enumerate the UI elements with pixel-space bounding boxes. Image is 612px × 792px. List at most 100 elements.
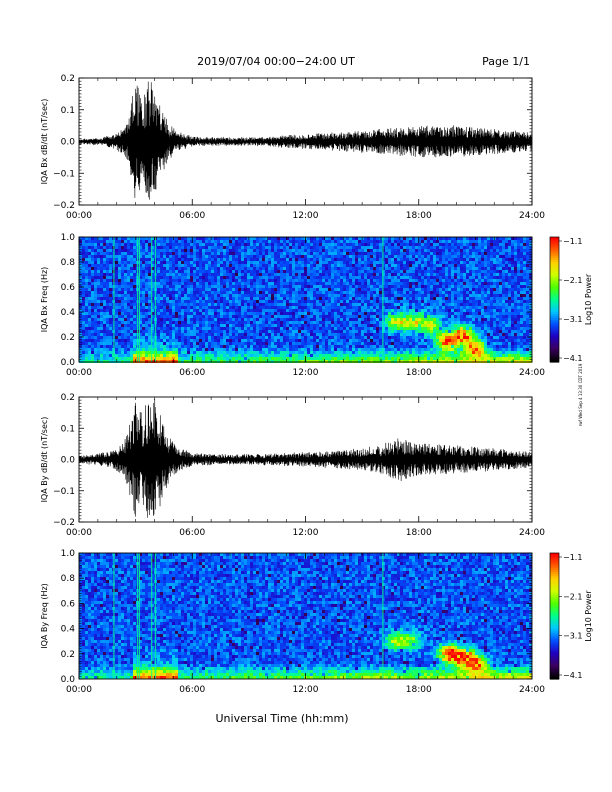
spectrogram-cell (340, 243, 343, 246)
spectrogram-cell (478, 291, 481, 294)
spectrogram-cell (94, 270, 97, 273)
spectrogram-cell (517, 270, 520, 273)
spectrogram-cell (424, 279, 427, 282)
spectrogram-cell (178, 243, 181, 246)
spectrogram-cell (196, 324, 199, 327)
spectrogram-cell (283, 330, 286, 333)
spectrogram-cell (85, 309, 88, 312)
spectrogram-cell (274, 279, 277, 282)
spectrogram-cell (103, 264, 106, 267)
spectrogram-cell (265, 246, 268, 249)
spectrogram-cell (133, 321, 136, 324)
spectrogram-cell (193, 321, 196, 324)
spectrogram-cell (457, 327, 460, 330)
spectrogram-cell (247, 261, 250, 264)
spectrogram-cell (145, 243, 148, 246)
spectrogram-cell (514, 279, 517, 282)
spectrogram-cell (187, 279, 190, 282)
spectrogram-cell (316, 276, 319, 279)
spectrogram-cell (358, 252, 361, 255)
spectrogram-cell (115, 321, 118, 324)
spectrogram-cell (139, 264, 142, 267)
spectrogram-cell (88, 315, 91, 318)
spectrogram-cell (247, 264, 250, 267)
spectrogram-cell (280, 282, 283, 285)
spectrogram-cell (310, 309, 313, 312)
spectrogram-cell (382, 261, 385, 264)
spectrogram-cell (253, 327, 256, 330)
spectrogram-cell (442, 267, 445, 270)
spectrogram-cell (445, 285, 448, 288)
spectrogram-cell (109, 309, 112, 312)
spectrogram-cell (217, 273, 220, 276)
spectrogram-cell (346, 267, 349, 270)
spectrogram-cell (133, 285, 136, 288)
spectrogram-cell (505, 303, 508, 306)
spectrogram-cell (286, 297, 289, 300)
spectrogram-cell (445, 309, 448, 312)
spectrogram-cell (319, 270, 322, 273)
spectrogram-cell (424, 285, 427, 288)
spectrogram-cell (394, 279, 397, 282)
spectrogram-cell (124, 270, 127, 273)
spectrogram-cell (523, 261, 526, 264)
spectrogram-cell (526, 279, 529, 282)
spectrogram-cell (223, 273, 226, 276)
spectrogram-cell (505, 294, 508, 297)
spectrogram-cell (526, 276, 529, 279)
spectrogram-cell (97, 252, 100, 255)
spectrogram-cell (322, 291, 325, 294)
spectrogram-cell (127, 327, 130, 330)
spectrogram-cell (106, 303, 109, 306)
spectrogram-cell (85, 240, 88, 243)
spectrogram-cell (508, 330, 511, 333)
spectrogram-cell (226, 264, 229, 267)
spectrogram-cell (151, 246, 154, 249)
spectrogram-cell (529, 306, 532, 309)
spectrogram-cell (442, 321, 445, 324)
spectrogram-cell (178, 315, 181, 318)
spectrogram-cell (478, 318, 481, 321)
spectrogram-cell (277, 294, 280, 297)
spectrogram-cell (502, 258, 505, 261)
spectrogram-cell (337, 300, 340, 303)
spectrogram-cell (502, 264, 505, 267)
spectrogram-cell (466, 273, 469, 276)
spectrogram-cell (205, 300, 208, 303)
spectrogram-cell (166, 237, 169, 240)
spectrogram-cell (412, 249, 415, 252)
spectrogram-cell (511, 321, 514, 324)
spectrogram-cell (490, 264, 493, 267)
spectrogram-cell (235, 258, 238, 261)
spectrogram-cell (391, 267, 394, 270)
spectrogram-cell (526, 246, 529, 249)
spectrogram-cell (397, 252, 400, 255)
spectrogram-cell (364, 315, 367, 318)
spectrogram-cell (145, 318, 148, 321)
spectrogram-cell (493, 282, 496, 285)
spectrogram-cell (421, 258, 424, 261)
spectrogram-cell (91, 303, 94, 306)
spectrogram-cell (157, 282, 160, 285)
spectrogram-cell (403, 309, 406, 312)
spectrogram-cell (355, 294, 358, 297)
spectrogram-cell (229, 279, 232, 282)
spectrogram-cell (463, 315, 466, 318)
spectrogram-cell (235, 321, 238, 324)
spectrogram-cell (325, 240, 328, 243)
spectrogram-cell (169, 246, 172, 249)
spectrogram-cell (298, 318, 301, 321)
spectrogram-cell (217, 294, 220, 297)
spectrogram-cell (382, 264, 385, 267)
spectrogram-cell (430, 300, 433, 303)
spectrogram-cell (271, 255, 274, 258)
spectrogram-cell (196, 297, 199, 300)
spectrogram-cell (229, 327, 232, 330)
spectrogram-cell (475, 294, 478, 297)
spectrogram-cell (295, 291, 298, 294)
spectrogram-cell (385, 246, 388, 249)
spectrogram-cell (427, 267, 430, 270)
spectrogram-cell (142, 303, 145, 306)
spectrogram-cell (325, 276, 328, 279)
spectrogram-cell (274, 240, 277, 243)
